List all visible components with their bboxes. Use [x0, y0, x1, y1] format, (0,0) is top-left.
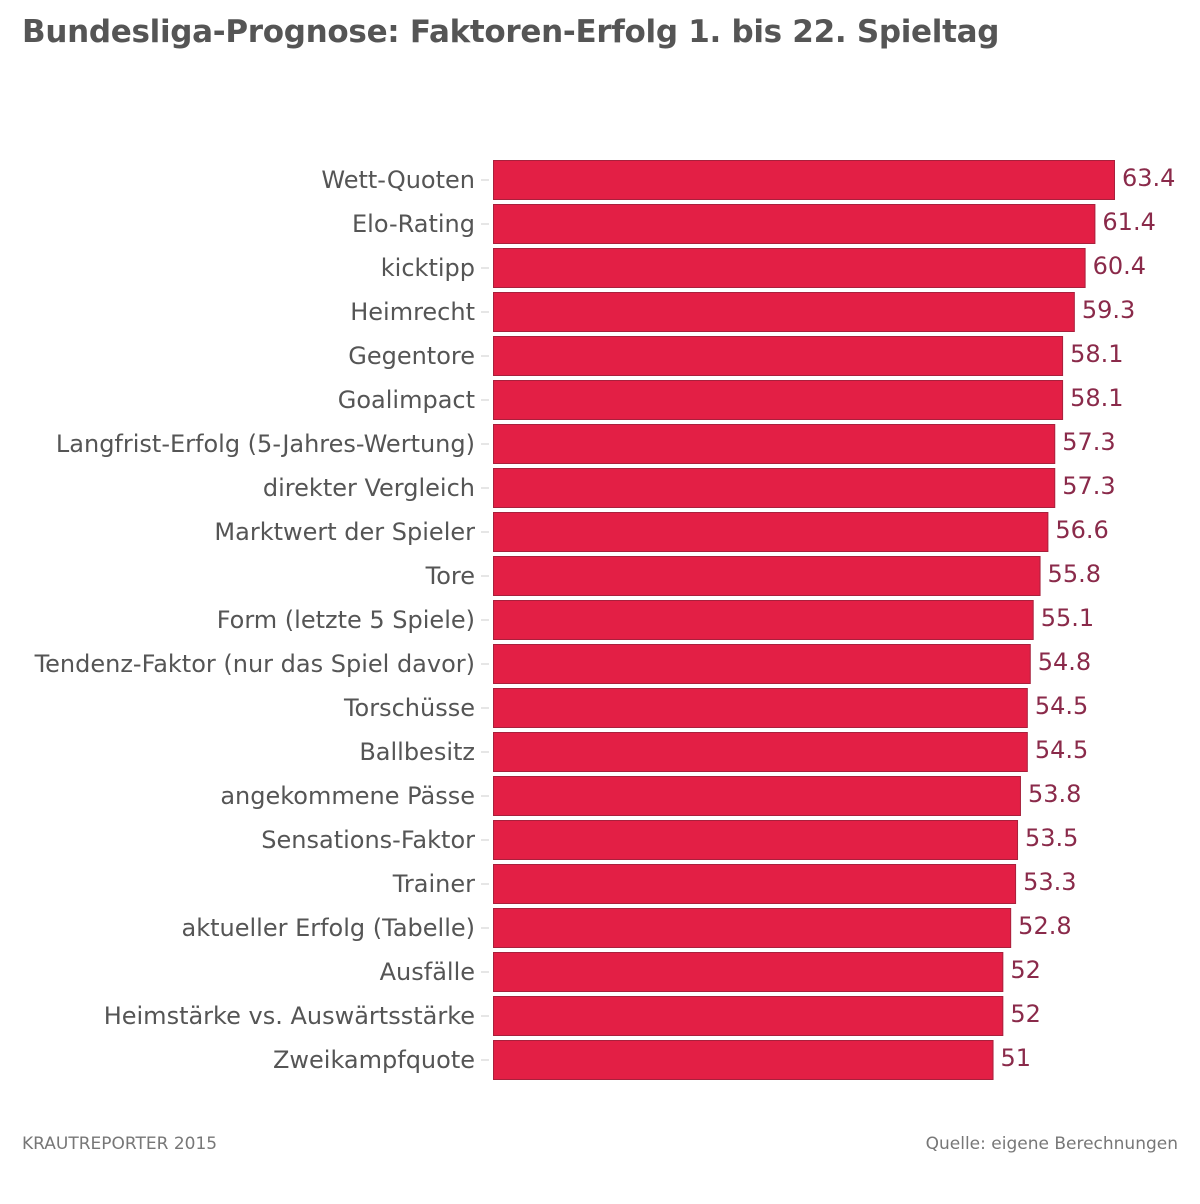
bar: [493, 380, 1064, 420]
value-label: 54.8: [1038, 648, 1091, 676]
value-label: 52: [1010, 1000, 1041, 1028]
value-label: 54.5: [1035, 736, 1088, 764]
category-label: Form (letzte 5 Spiele): [217, 606, 475, 634]
bar: [493, 424, 1056, 464]
bar: [493, 952, 1004, 992]
category-label: Zweikampfquote: [273, 1046, 475, 1074]
credit: KRAUTREPORTER 2015: [22, 1134, 218, 1154]
category-label: Trainer: [392, 870, 475, 898]
source-note: Quelle: eigene Berechnungen: [925, 1134, 1178, 1154]
bar: [493, 996, 1004, 1036]
category-label: Ausfälle: [380, 958, 475, 986]
value-label: 58.1: [1070, 384, 1123, 412]
category-label: Torschüsse: [343, 694, 475, 722]
value-label: 59.3: [1082, 296, 1135, 324]
value-label: 53.8: [1028, 780, 1081, 808]
category-label: aktueller Erfolg (Tabelle): [181, 914, 475, 942]
bar: [493, 468, 1056, 508]
bar: [493, 864, 1017, 904]
category-label: Gegentore: [348, 342, 475, 370]
bar-chart: Wett-Quoten 63.4 Elo-Rating 61.4 kicktipp 60.…: [34, 160, 1175, 1080]
category-label: Elo-Rating: [352, 210, 475, 238]
bar: [493, 336, 1064, 376]
category-label: Heimstärke vs. Auswärtsstärke: [104, 1002, 475, 1030]
bar: [493, 1040, 994, 1080]
category-label: direkter Vergleich: [263, 474, 475, 502]
value-label: 57.3: [1062, 472, 1115, 500]
bar: [493, 512, 1049, 552]
value-label: 58.1: [1070, 340, 1123, 368]
value-label: 55.1: [1041, 604, 1094, 632]
value-label: 61.4: [1102, 208, 1155, 236]
value-label: 52: [1010, 956, 1041, 984]
bar: [493, 644, 1031, 684]
category-label: angekommene Pässe: [220, 782, 475, 810]
bar: [493, 292, 1075, 332]
category-label: Goalimpact: [338, 386, 475, 414]
value-label: 53.3: [1023, 868, 1076, 896]
value-label: 60.4: [1093, 252, 1146, 280]
category-label: Tendenz-Faktor (nur das Spiel davor): [34, 650, 475, 678]
value-label: 63.4: [1122, 164, 1175, 192]
bar: [493, 732, 1028, 772]
bar: [493, 204, 1096, 244]
chart-title: Bundesliga-Prognose: Faktoren-Erfolg 1. …: [22, 14, 1000, 50]
bar: [493, 820, 1019, 860]
category-label: Ballbesitz: [359, 738, 475, 766]
bar: [493, 776, 1021, 816]
bar: [493, 688, 1028, 728]
bar: [493, 600, 1034, 640]
category-label: Langfrist-Erfolg (5-Jahres-Wertung): [56, 430, 475, 458]
category-label: kicktipp: [381, 254, 475, 282]
category-label: Heimrecht: [350, 298, 475, 326]
category-label: Wett-Quoten: [321, 166, 475, 194]
value-label: 54.5: [1035, 692, 1088, 720]
value-label: 55.8: [1048, 560, 1101, 588]
value-label: 56.6: [1055, 516, 1108, 544]
bar: [493, 556, 1041, 596]
value-label: 51: [1001, 1044, 1032, 1072]
category-label: Tore: [425, 562, 475, 590]
bar: [493, 248, 1086, 288]
bar: [493, 908, 1012, 948]
value-label: 57.3: [1062, 428, 1115, 456]
bar: [493, 160, 1115, 200]
category-label: Sensations-Faktor: [261, 826, 475, 854]
category-label: Marktwert der Spieler: [214, 518, 475, 546]
value-label: 52.8: [1018, 912, 1071, 940]
value-label: 53.5: [1025, 824, 1078, 852]
